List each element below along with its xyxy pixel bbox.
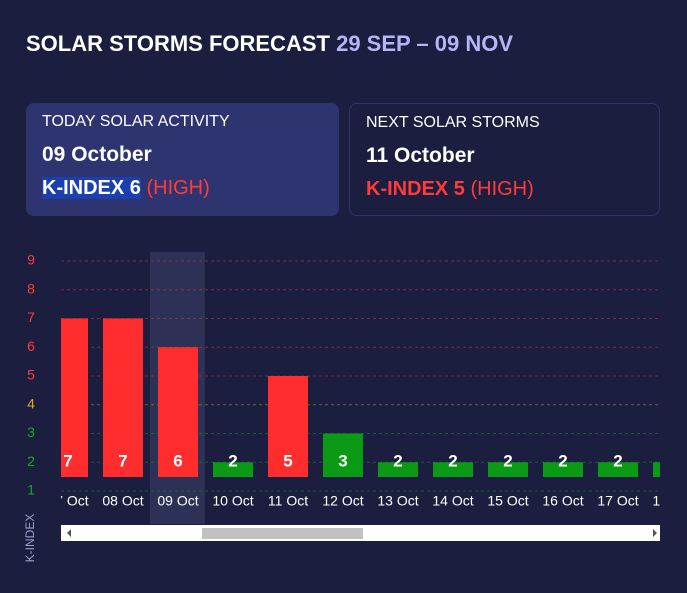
y-tick-label: 1	[27, 482, 35, 498]
level: (HIGH)	[470, 178, 534, 200]
y-axis-label: K-INDEX	[23, 514, 37, 563]
bar-value: 2	[448, 451, 457, 470]
bar	[488, 462, 528, 477]
k-index: K-INDEX 5	[366, 178, 465, 200]
bar-value: 6	[173, 451, 182, 470]
bar	[158, 347, 198, 477]
date-range: 29 SEP – 09 NOV	[336, 31, 514, 56]
x-tick-label: 10 Oct	[212, 493, 253, 509]
title: SOLAR STORMS FORECAST	[26, 31, 330, 56]
bar-value: 2	[558, 451, 567, 470]
y-tick-label: 3	[27, 424, 35, 440]
bar-value: 3	[338, 451, 347, 470]
bar	[213, 462, 253, 477]
y-tick-label: 6	[27, 338, 35, 354]
bar	[598, 462, 638, 477]
bar-value: 2	[613, 451, 622, 470]
bar-value: 2	[393, 451, 402, 470]
scroll-thumb[interactable]	[202, 528, 363, 539]
bar-value: 2	[668, 451, 677, 470]
scrollbar[interactable]	[61, 525, 660, 541]
x-tick-label: 08 Oct	[102, 493, 143, 509]
k-line: K-INDEX 5 (HIGH)	[366, 178, 643, 201]
y-tick-label: 2	[27, 453, 35, 469]
bar-value: 5	[283, 451, 292, 470]
k-line: K-INDEX 6 (HIGH)	[42, 177, 323, 200]
card-label: TODAY SOLAR ACTIVITY	[42, 113, 230, 130]
x-tick-label: 16 Oct	[542, 493, 583, 509]
bar-value: 2	[228, 451, 237, 470]
x-tick-label: 17 Oct	[597, 493, 638, 509]
x-tick-label: 15 Oct	[487, 493, 528, 509]
x-tick-label: 09 Oct	[157, 493, 198, 509]
x-tick-label: 11 Oct	[268, 493, 308, 509]
card-date: 09 October	[42, 143, 152, 166]
bar	[61, 318, 88, 477]
scroll-right[interactable]	[653, 529, 657, 537]
x-tick-label: 07 Oct	[47, 493, 88, 509]
header: SOLAR STORMS FORECAST 29 SEP – 09 NOV	[26, 31, 513, 57]
card-date: 11 October	[366, 144, 475, 167]
next-card: NEXT SOLAR STORMS 11 October K-INDEX 5 (…	[349, 103, 660, 216]
y-tick-label: 4	[27, 395, 35, 411]
x-tick-label: 14 Oct	[432, 493, 473, 509]
card-label: NEXT SOLAR STORMS	[366, 114, 540, 131]
level: (HIGH)	[146, 177, 210, 199]
x-tick-label: 12 Oct	[322, 493, 363, 509]
x-tick-label: 13 Oct	[377, 493, 418, 509]
bar-value: 2	[503, 451, 512, 470]
k-index: K-INDEX 6	[42, 177, 141, 199]
y-tick-label: 9	[27, 252, 35, 268]
bar	[433, 462, 473, 477]
bar	[653, 462, 660, 477]
bar-value: 7	[63, 451, 72, 470]
y-tick-label: 5	[27, 367, 35, 383]
today-card: TODAY SOLAR ACTIVITY 09 October K-INDEX …	[26, 103, 339, 216]
bar	[268, 376, 308, 477]
y-tick-label: 7	[27, 309, 35, 325]
scroll-left[interactable]	[67, 529, 71, 537]
bar	[543, 462, 583, 477]
x-tick-label: 18 Oct	[652, 493, 687, 509]
bar	[378, 462, 418, 477]
y-tick-label: 8	[27, 280, 35, 296]
bar	[103, 318, 143, 477]
bar-value: 7	[118, 451, 127, 470]
bar	[323, 433, 363, 477]
